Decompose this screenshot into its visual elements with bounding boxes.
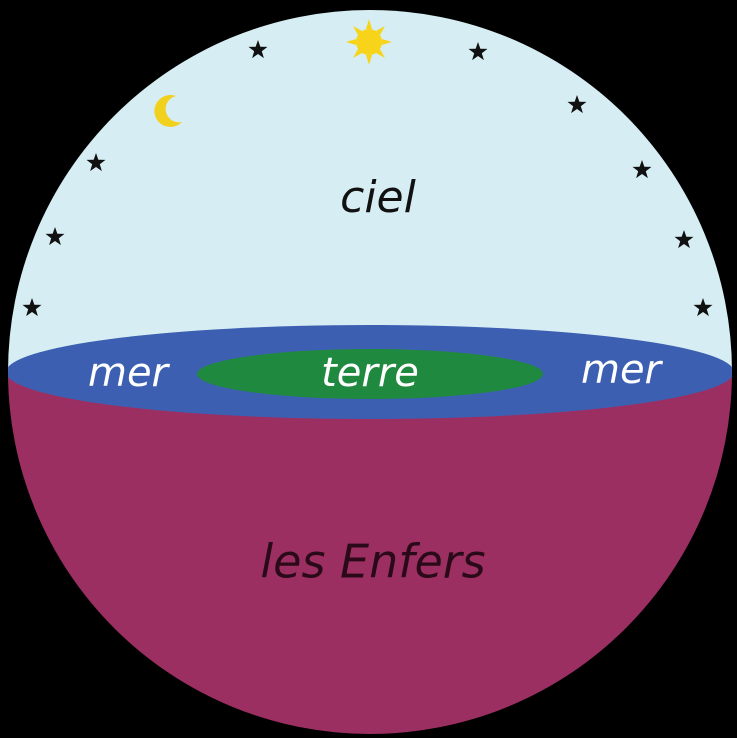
page: ciel mer terre mer les Enfers (() => { c…: [0, 0, 737, 738]
sky-label: ciel: [340, 172, 416, 223]
sea-label: mer: [88, 350, 171, 396]
land-label: terre: [321, 350, 419, 396]
sea-label: mer: [581, 347, 664, 393]
underworld-label: les Enfers: [260, 535, 485, 589]
cosmos-diagram: ciel mer terre mer les Enfers: [0, 0, 737, 738]
